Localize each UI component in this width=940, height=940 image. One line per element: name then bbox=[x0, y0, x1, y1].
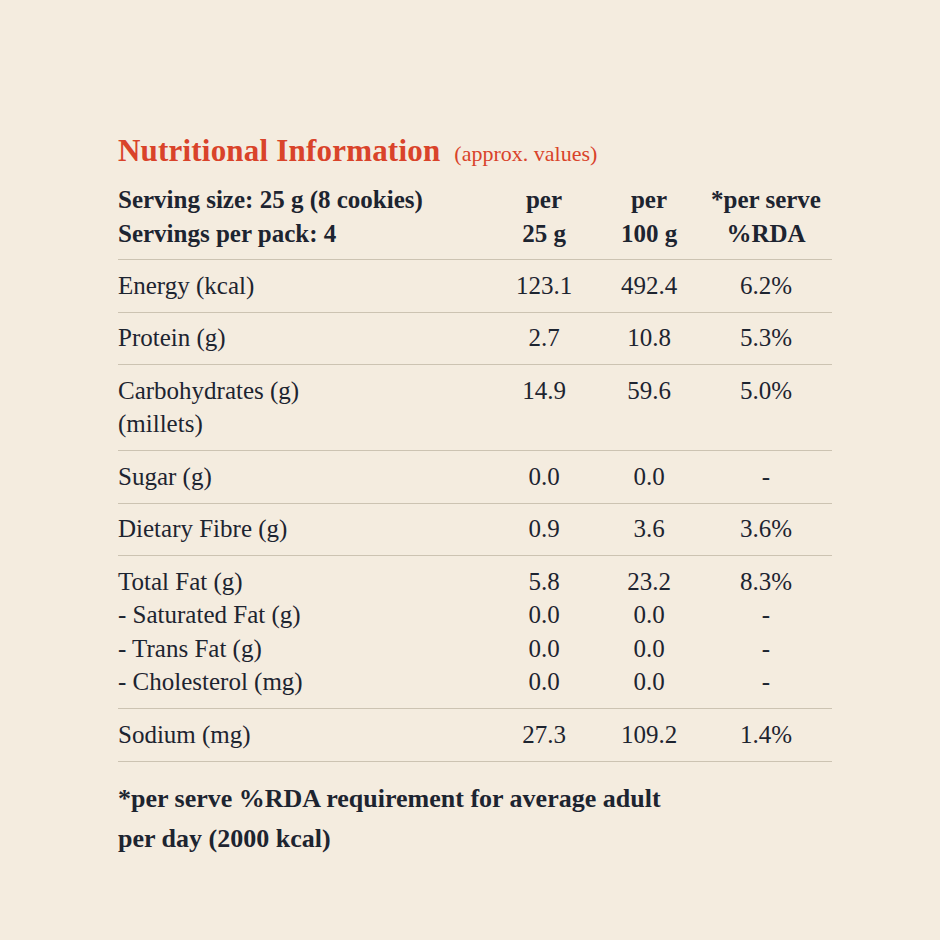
column-header-per-25g-line1: per bbox=[490, 183, 598, 217]
value-per-100g: 3.6 bbox=[598, 515, 700, 543]
table-row: Energy (kcal)123.1492.46.2% bbox=[118, 259, 832, 312]
value-rda: - bbox=[700, 601, 832, 629]
value-per-25g: 0.0 bbox=[490, 601, 598, 629]
table-row: Sugar (g)0.00.0- bbox=[118, 450, 832, 503]
nutrition-table: Energy (kcal)123.1492.46.2% Protein (g)2.… bbox=[118, 259, 832, 762]
table-row-line: - Trans Fat (g)0.00.0- bbox=[118, 632, 832, 666]
table-row-line: Protein (g)2.710.85.3% bbox=[118, 322, 832, 356]
footnote-line1: *per serve %RDA requirement for average … bbox=[118, 779, 832, 819]
value-rda: 5.0% bbox=[700, 377, 832, 405]
footnote: *per serve %RDA requirement for average … bbox=[118, 779, 832, 859]
table-row: Dietary Fibre (g)0.93.63.6% bbox=[118, 503, 832, 556]
value-per-100g: 492.4 bbox=[598, 272, 700, 300]
row-label: Total Fat (g) bbox=[118, 568, 490, 596]
column-header-per-25g: per 25 g bbox=[490, 183, 598, 251]
value-per-25g: 0.9 bbox=[490, 515, 598, 543]
value-per-100g: 0.0 bbox=[598, 668, 700, 696]
row-label: Carbohydrates (g) bbox=[118, 377, 490, 405]
value-per-25g: 27.3 bbox=[490, 721, 598, 749]
row-label: Sugar (g) bbox=[118, 463, 490, 491]
value-per-25g: 0.0 bbox=[490, 668, 598, 696]
table-row-line: Energy (kcal)123.1492.46.2% bbox=[118, 269, 832, 303]
servings-per-pack-line: Servings per pack: 4 bbox=[118, 217, 490, 251]
table-row: Carbohydrates (g)14.959.65.0%(millets) bbox=[118, 364, 832, 450]
table-row-line: - Saturated Fat (g)0.00.0- bbox=[118, 599, 832, 633]
row-label: Protein (g) bbox=[118, 324, 490, 352]
value-per-100g: 0.0 bbox=[598, 601, 700, 629]
value-rda: - bbox=[700, 668, 832, 696]
column-header-per-100g-line1: per bbox=[598, 183, 700, 217]
value-per-25g: 2.7 bbox=[490, 324, 598, 352]
table-row: Total Fat (g)5.823.28.3%- Saturated Fat … bbox=[118, 555, 832, 708]
value-per-100g: 10.8 bbox=[598, 324, 700, 352]
value-rda: 5.3% bbox=[700, 324, 832, 352]
footnote-line2: per day (2000 kcal) bbox=[118, 819, 832, 859]
column-header-rda: *per serve %RDA bbox=[700, 183, 832, 251]
table-row: Protein (g)2.710.85.3% bbox=[118, 312, 832, 365]
column-header-rda-line1: *per serve bbox=[700, 183, 832, 217]
value-rda: 3.6% bbox=[700, 515, 832, 543]
row-label: - Saturated Fat (g) bbox=[118, 601, 490, 629]
table-row-line: Carbohydrates (g)14.959.65.0% bbox=[118, 374, 832, 408]
value-per-100g: 109.2 bbox=[598, 721, 700, 749]
row-label: Energy (kcal) bbox=[118, 272, 490, 300]
column-header-rda-line2: %RDA bbox=[700, 217, 832, 251]
column-header-per-25g-line2: 25 g bbox=[490, 217, 598, 251]
row-label: Dietary Fibre (g) bbox=[118, 515, 490, 543]
nutrition-panel: Nutritional Information (approx. values)… bbox=[118, 133, 832, 859]
table-row-line: Dietary Fibre (g)0.93.63.6% bbox=[118, 513, 832, 547]
value-per-25g: 14.9 bbox=[490, 377, 598, 405]
value-per-25g: 0.0 bbox=[490, 635, 598, 663]
table-row-line: Sodium (mg)27.3109.21.4% bbox=[118, 718, 832, 752]
value-per-100g: 0.0 bbox=[598, 635, 700, 663]
title-row: Nutritional Information (approx. values) bbox=[118, 133, 832, 169]
value-per-25g: 0.0 bbox=[490, 463, 598, 491]
value-per-100g: 0.0 bbox=[598, 463, 700, 491]
table-row: Sodium (mg)27.3109.21.4% bbox=[118, 708, 832, 762]
column-header-per-100g: per 100 g bbox=[598, 183, 700, 251]
row-label: (millets) bbox=[118, 410, 490, 438]
value-rda: 8.3% bbox=[700, 568, 832, 596]
value-per-100g: 23.2 bbox=[598, 568, 700, 596]
value-rda: 1.4% bbox=[700, 721, 832, 749]
serving-info: Serving size: 25 g (8 cookies) Servings … bbox=[118, 183, 490, 251]
serving-size-line: Serving size: 25 g (8 cookies) bbox=[118, 183, 490, 217]
table-row-line: (millets) bbox=[118, 408, 832, 442]
value-rda: 6.2% bbox=[700, 272, 832, 300]
value-rda: - bbox=[700, 635, 832, 663]
table-header: Serving size: 25 g (8 cookies) Servings … bbox=[118, 183, 832, 259]
value-rda: - bbox=[700, 463, 832, 491]
value-per-100g: 59.6 bbox=[598, 377, 700, 405]
value-per-25g: 123.1 bbox=[490, 272, 598, 300]
table-row-line: Sugar (g)0.00.0- bbox=[118, 460, 832, 494]
column-header-per-100g-line2: 100 g bbox=[598, 217, 700, 251]
page-title: Nutritional Information bbox=[118, 133, 440, 169]
row-label: - Trans Fat (g) bbox=[118, 635, 490, 663]
row-label: Sodium (mg) bbox=[118, 721, 490, 749]
value-per-25g: 5.8 bbox=[490, 568, 598, 596]
title-approx-note: (approx. values) bbox=[454, 141, 597, 167]
table-row-line: Total Fat (g)5.823.28.3% bbox=[118, 565, 832, 599]
table-row-line: - Cholesterol (mg)0.00.0- bbox=[118, 666, 832, 700]
row-label: - Cholesterol (mg) bbox=[118, 668, 490, 696]
